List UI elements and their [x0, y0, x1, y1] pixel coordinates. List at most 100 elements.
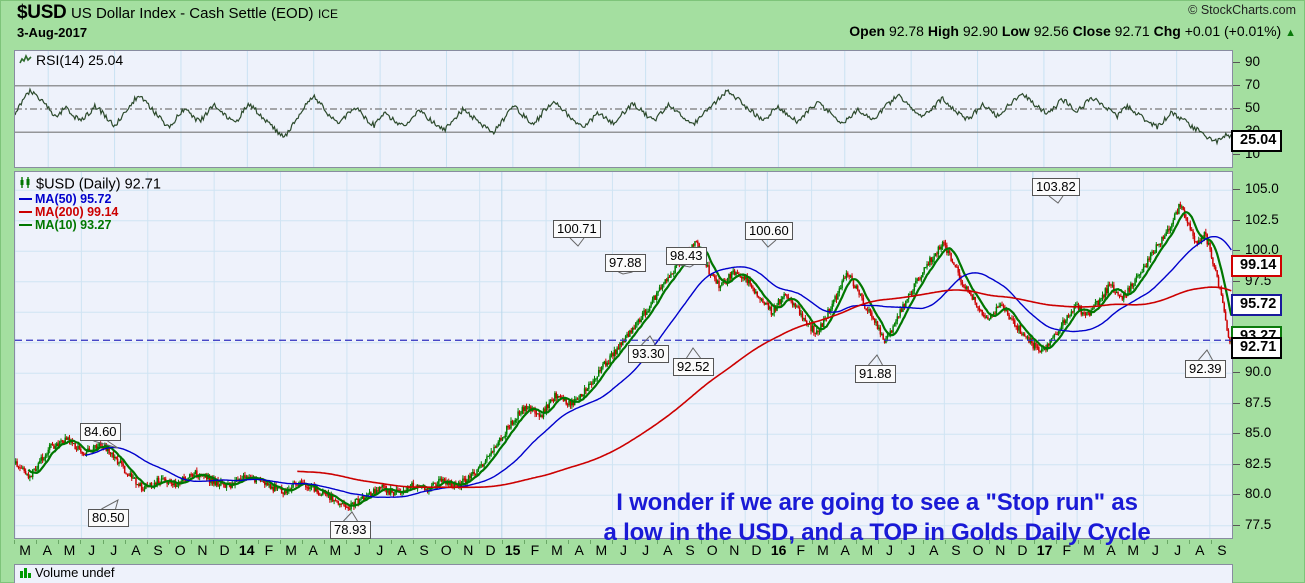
- date-tick-label: N: [729, 542, 740, 558]
- date-tick-label: M: [1127, 542, 1140, 558]
- date-tick: [1144, 540, 1146, 544]
- date-tick-label: A: [663, 542, 673, 558]
- date-tick: [479, 540, 481, 544]
- date-tick-label: J: [642, 542, 650, 558]
- date-tick-label: S: [1217, 542, 1227, 558]
- date-tick-label: J: [376, 542, 384, 558]
- price-legend-title-row: $USD (Daily) 92.71: [19, 176, 161, 193]
- date-tick-label: N: [197, 542, 208, 558]
- chart-date: 3-Aug-2017: [17, 25, 88, 40]
- date-tick-label: M: [19, 542, 31, 558]
- ma50-label: MA(50) 95.72: [35, 192, 112, 207]
- date-tick-label: S: [153, 542, 163, 558]
- date-tick: [900, 540, 902, 544]
- date-tick: [1188, 540, 1190, 544]
- date-tick: [967, 540, 969, 544]
- date-tick-label: J: [885, 542, 893, 558]
- ma50-swatch-icon: [19, 197, 32, 200]
- ma50-legend-row: MA(50) 95.72: [19, 193, 161, 206]
- price-callout-78-93: 78.93: [330, 521, 371, 539]
- axis-tick: [1233, 108, 1240, 109]
- high-label: High: [927, 23, 959, 39]
- axis-label: 82.5: [1245, 455, 1272, 471]
- axis-tick: [1233, 372, 1240, 374]
- date-tick-label: O: [440, 542, 452, 558]
- date-tick-label: D: [485, 542, 496, 558]
- date-tick: [612, 540, 614, 544]
- date-tick: [302, 540, 304, 544]
- date-tick: [191, 540, 193, 544]
- date-tick-label: F: [1062, 542, 1072, 558]
- date-tick: [279, 540, 281, 544]
- date-tick-label: A: [574, 542, 584, 558]
- price-legend-title: $USD (Daily) 92.71: [36, 176, 161, 193]
- stockcharts-brand: © StockCharts.com: [1188, 3, 1296, 17]
- date-tick-label: A: [42, 542, 52, 558]
- axis-label: 77.5: [1245, 516, 1272, 532]
- date-tick-label: D: [751, 542, 762, 558]
- date-tick: [36, 540, 38, 544]
- candlestick-icon: [19, 176, 32, 193]
- date-tick: [590, 540, 592, 544]
- exchange-label: ICE: [317, 7, 338, 21]
- user-annotation-text: I wonder if we are going to see a "Stop …: [527, 458, 1227, 578]
- chg-up-arrow-icon: ▲: [1285, 27, 1296, 39]
- date-tick: [501, 540, 503, 544]
- date-tick-label: A: [131, 542, 141, 558]
- axis-tick: [1233, 250, 1240, 252]
- date-tick-label: M: [1083, 542, 1095, 558]
- date-tick-label: A: [397, 542, 407, 558]
- price-callout-93-30: 93.30: [628, 345, 669, 363]
- date-tick: [235, 540, 237, 544]
- volume-legend: Volume undef: [19, 566, 115, 580]
- high-value: 92.90: [962, 23, 998, 39]
- chart-title: $USD US Dollar Index - Cash Settle (EOD)…: [17, 2, 338, 24]
- date-tick: [1011, 540, 1013, 544]
- chg-value: +0.01 (+0.01%): [1184, 23, 1282, 39]
- date-tick: [1100, 540, 1102, 544]
- date-tick: [767, 540, 769, 544]
- rsi-plot-area: [15, 51, 1232, 167]
- price-callout-92-39: 92.39: [1185, 360, 1226, 378]
- date-tick: [58, 540, 60, 544]
- date-tick-label: M: [551, 542, 563, 558]
- value-tag-25-04: 25.04: [1231, 130, 1283, 152]
- date-tick: [80, 540, 82, 544]
- low-value: 92.56: [1033, 23, 1069, 39]
- price-callout-100-60: 100.60: [745, 222, 793, 240]
- date-tick-label: S: [419, 542, 429, 558]
- price-callout-97-88: 97.88: [605, 254, 646, 272]
- symbol-name: US Dollar Index - Cash Settle (EOD): [70, 5, 314, 22]
- date-tick: [1166, 540, 1168, 544]
- date-tick-label: N: [995, 542, 1006, 558]
- volume-panel: [14, 564, 1233, 583]
- axis-tick: [1233, 189, 1240, 191]
- date-tick: [124, 540, 126, 544]
- date-tick-label: F: [264, 542, 274, 558]
- value-tag-95-72: 95.72: [1231, 294, 1283, 316]
- date-tick: [811, 540, 813, 544]
- axis-tick: [1233, 280, 1240, 282]
- date-tick-label: 16: [770, 542, 787, 558]
- price-callout-91-88: 91.88: [855, 365, 896, 383]
- rsi-legend: RSI(14) 25.04: [19, 53, 123, 69]
- annotation-line-2: a low in the USD, and a TOP in Golds Dai…: [603, 519, 1151, 546]
- date-tick: [390, 540, 392, 544]
- date-tick-label: J: [1151, 542, 1159, 558]
- axis-tick: [1233, 154, 1240, 156]
- date-tick: [213, 540, 215, 544]
- axis-tick: [1233, 61, 1240, 63]
- date-tick-label: M: [817, 542, 829, 558]
- axis-label: 90.0: [1245, 364, 1272, 380]
- open-value: 92.78: [888, 23, 924, 39]
- date-tick-label: 14: [238, 542, 255, 558]
- date-tick: [14, 540, 15, 544]
- date-tick-label: M: [63, 542, 76, 558]
- axis-tick: [1233, 402, 1240, 404]
- close-value: 92.71: [1114, 23, 1150, 39]
- date-tick-label: A: [1195, 542, 1205, 558]
- date-tick-label: O: [972, 542, 984, 558]
- axis-tick: [1233, 494, 1240, 496]
- price-callout-92-52: 92.52: [673, 358, 714, 376]
